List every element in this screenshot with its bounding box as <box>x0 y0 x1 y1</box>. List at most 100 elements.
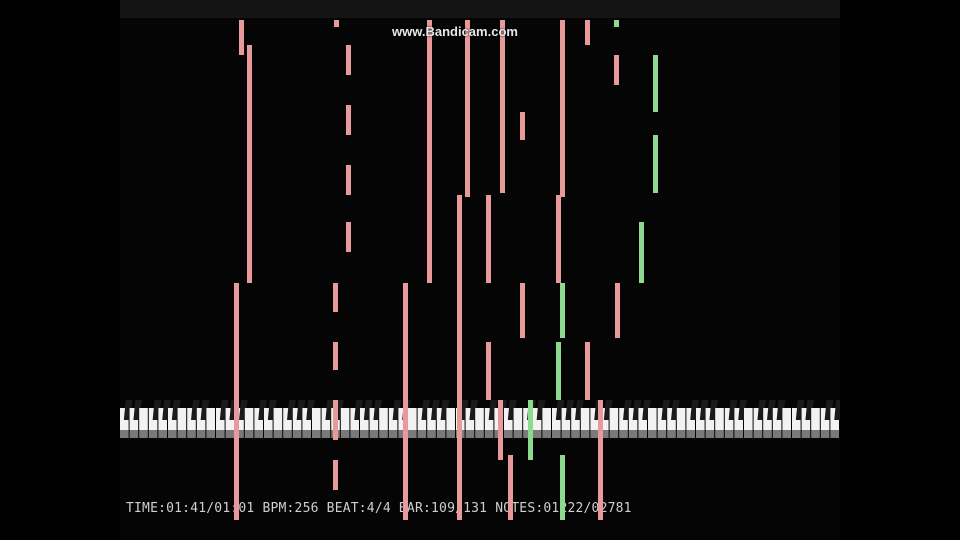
black-key <box>325 400 335 420</box>
falling-note <box>457 195 462 520</box>
white-key <box>513 408 523 430</box>
falling-note <box>585 20 590 45</box>
white-key-front <box>465 430 475 438</box>
white-key <box>782 408 791 430</box>
white-key-front <box>177 430 187 438</box>
white-key <box>206 408 215 430</box>
white-key-front <box>686 430 695 438</box>
white-key-front <box>321 430 331 438</box>
white-key-front <box>139 430 148 438</box>
white-key <box>542 408 551 430</box>
white-key-front <box>782 430 791 438</box>
white-key <box>676 408 686 430</box>
white-key-front <box>436 430 446 438</box>
white-key-front <box>609 430 619 438</box>
white-key <box>312 408 321 430</box>
falling-note <box>556 195 561 283</box>
white-key-front <box>820 430 830 438</box>
white-key-front <box>302 430 311 438</box>
white-key-front <box>216 430 225 438</box>
falling-note <box>520 112 525 140</box>
black-key <box>834 400 840 420</box>
white-key-front <box>340 430 350 438</box>
white-key-front <box>398 430 407 438</box>
white-key-front <box>264 430 273 438</box>
falling-note <box>333 283 338 312</box>
falling-note <box>528 400 533 460</box>
falling-note <box>653 55 658 112</box>
white-key <box>446 408 455 430</box>
black-key <box>133 400 143 420</box>
white-key <box>580 408 590 430</box>
white-key-front <box>638 430 647 438</box>
black-key <box>699 400 709 420</box>
falling-note <box>508 455 513 520</box>
top-bar <box>120 0 840 18</box>
white-key-front <box>523 430 532 438</box>
falling-note <box>346 222 351 252</box>
falling-note <box>585 342 590 400</box>
black-key <box>661 400 671 420</box>
white-key-front <box>590 430 599 438</box>
white-key-front <box>571 430 580 438</box>
falling-note <box>346 105 351 135</box>
white-key-front <box>379 430 388 438</box>
white-key-front <box>830 430 839 438</box>
falling-note <box>560 20 565 197</box>
white-key-front <box>148 430 158 438</box>
white-key-front <box>484 430 494 438</box>
white-key-front <box>187 430 196 438</box>
black-key <box>575 400 584 420</box>
white-key <box>379 408 388 430</box>
black-key <box>536 400 546 420</box>
falling-note <box>239 20 244 55</box>
black-key <box>709 400 719 420</box>
white-key-front <box>811 430 820 438</box>
falling-note <box>598 400 603 520</box>
white-key-front <box>763 430 772 438</box>
white-key-front <box>475 430 484 438</box>
white-key-front <box>801 430 811 438</box>
falling-note <box>465 20 470 197</box>
black-key <box>219 400 229 420</box>
white-key-front <box>235 430 244 438</box>
white-key <box>648 408 657 430</box>
falling-note <box>247 45 252 283</box>
black-key <box>162 400 171 420</box>
falling-note <box>520 283 525 338</box>
white-key-front <box>388 430 398 438</box>
black-key <box>623 400 632 420</box>
falling-note <box>486 342 491 400</box>
white-key-front <box>561 430 571 438</box>
white-key-front <box>504 430 513 438</box>
falling-note <box>498 400 503 460</box>
falling-note <box>615 283 620 338</box>
white-key-front <box>724 430 734 438</box>
falling-note <box>639 222 644 283</box>
falling-note <box>333 400 338 440</box>
white-key-front <box>715 430 724 438</box>
white-key <box>811 408 820 430</box>
falling-note <box>346 45 351 75</box>
white-key-front <box>417 430 427 438</box>
watermark: www.Bandicam.com <box>392 24 518 39</box>
falling-note <box>500 20 505 193</box>
black-key <box>671 400 680 420</box>
white-key-front <box>744 430 753 438</box>
black-key <box>757 400 767 420</box>
white-key <box>340 408 350 430</box>
white-key <box>177 408 187 430</box>
white-key-front <box>648 430 657 438</box>
white-key-front <box>254 430 263 438</box>
falling-note <box>427 20 432 283</box>
white-key-front <box>667 430 676 438</box>
white-key-front <box>283 430 292 438</box>
falling-note <box>234 283 239 520</box>
white-key-front <box>619 430 628 438</box>
falling-note <box>333 460 338 490</box>
white-key <box>244 408 254 430</box>
white-key-front <box>580 430 590 438</box>
white-key <box>609 408 619 430</box>
white-key-front <box>120 430 129 438</box>
black-key <box>805 400 815 420</box>
